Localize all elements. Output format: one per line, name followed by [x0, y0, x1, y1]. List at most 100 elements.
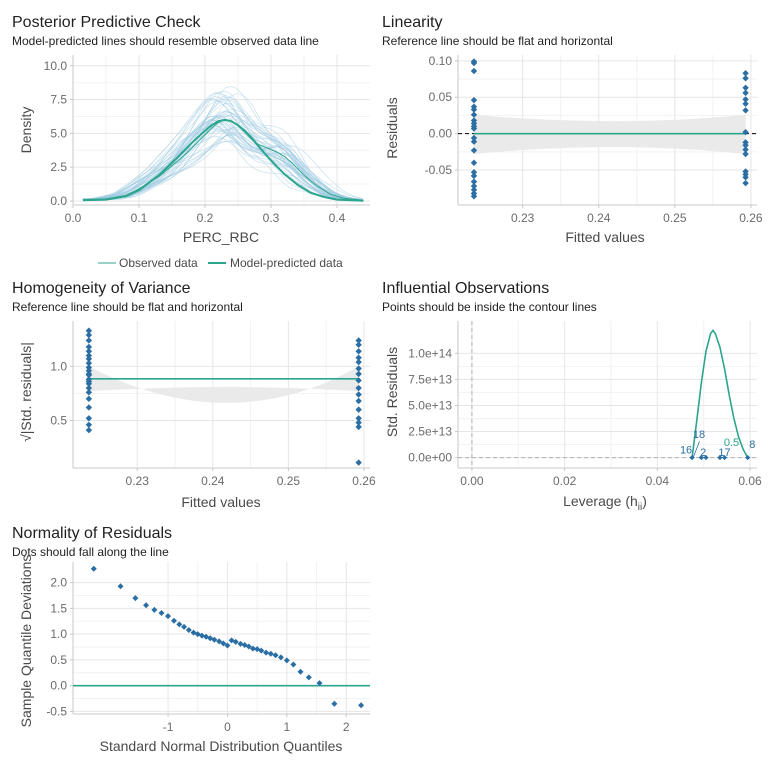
x-tick-label: 1	[283, 720, 290, 734]
point-label: 18	[693, 429, 705, 441]
panel-subtitle: Reference line should be flat and horizo…	[12, 300, 243, 314]
data-point	[305, 674, 312, 681]
y-tick-label: 10.0	[44, 59, 68, 73]
points	[689, 454, 751, 461]
data-point	[249, 645, 256, 652]
data-point	[470, 111, 478, 118]
x-tick-label: 0.3	[263, 211, 280, 225]
plot-area-ppc: 0.0 0.1 0.2 0.3 0.4 0.0 2.5 5.0 7.5 10.0	[44, 55, 370, 225]
data-point	[355, 348, 362, 355]
y-axis-label: Density	[18, 107, 34, 154]
panel-subtitle: Dots should fall along the line	[12, 545, 169, 559]
posterior-draw-line	[82, 98, 363, 201]
x-tick-label: 0.25	[663, 211, 687, 225]
data-point	[117, 583, 124, 590]
y-tick-label: 7.5	[50, 93, 67, 107]
data-point	[85, 426, 93, 434]
panel-influential-observations: Influential Observations Points should b…	[382, 280, 762, 513]
panel-normality: Normality of Residuals Dots should fall …	[12, 525, 370, 754]
data-point	[698, 454, 704, 461]
data-point	[742, 89, 749, 97]
y-tick-label: 0.5	[50, 413, 67, 427]
data-point	[170, 617, 177, 624]
posterior-draw-line	[82, 115, 363, 201]
data-point	[151, 606, 158, 613]
data-point	[85, 378, 93, 385]
x-tick-label: 0.23	[511, 211, 535, 225]
series-line-model-predicted	[82, 118, 364, 202]
data-point	[742, 100, 749, 107]
data-point	[331, 700, 338, 707]
panel-title: Posterior Predictive Check	[12, 14, 202, 31]
x-axis-label-main: Leverage (h	[563, 493, 638, 509]
posterior-draw-line	[82, 118, 363, 201]
data-point	[85, 343, 93, 351]
data-point	[224, 642, 231, 649]
posterior-draw-line	[82, 86, 363, 201]
data-point	[263, 649, 270, 656]
data-point	[277, 654, 284, 661]
x-axis-label: Standard Normal Distribution Quantiles	[100, 738, 343, 754]
data-point	[267, 650, 274, 657]
points	[90, 565, 365, 709]
y-tick-label: 7.5e+13	[408, 372, 452, 386]
data-point	[470, 106, 478, 113]
y-tick-label: 0.5	[50, 653, 67, 667]
data-point	[85, 370, 93, 378]
legend-label-observed: Observed data	[119, 256, 198, 270]
panel-title: Homogeneity of Variance	[12, 280, 191, 297]
data-point	[470, 125, 478, 132]
data-point	[470, 172, 478, 180]
posterior-draw-line	[82, 123, 363, 201]
confidence-ribbon	[88, 366, 359, 403]
point-label: 0.5	[724, 437, 739, 449]
data-point	[85, 355, 93, 363]
y-axis-label: Residuals	[384, 97, 400, 158]
data-point	[742, 179, 749, 187]
data-point	[470, 159, 478, 166]
data-point	[470, 147, 478, 154]
data-point	[742, 142, 749, 149]
x-axis-label: Leverage (hii)	[563, 493, 647, 513]
plot-area-influential: 0.00 0.02 0.04 0.06 0.0e+00 2.5e+13 5.0e+13 7.5…	[408, 321, 762, 488]
data-point	[232, 638, 239, 645]
data-point	[85, 327, 93, 334]
point-label: 16	[680, 444, 692, 456]
data-point	[470, 178, 478, 185]
y-axis-label: Std. Residuals	[384, 347, 400, 437]
data-point	[355, 406, 362, 413]
data-point	[742, 150, 749, 158]
data-point	[355, 415, 362, 422]
point-label: 8	[749, 439, 755, 451]
posterior-draw-line	[82, 119, 363, 201]
y-tick-label: 2.5	[50, 160, 67, 174]
y-tick-label: -0.5	[46, 704, 67, 718]
data-point	[297, 668, 304, 675]
panel-title: Influential Observations	[382, 280, 549, 297]
panel-subtitle: Model-predicted lines should resemble ob…	[12, 34, 319, 48]
data-point	[85, 415, 93, 422]
cooks-distance-contour	[691, 329, 749, 458]
data-point	[85, 352, 93, 359]
data-point	[143, 602, 150, 609]
data-point	[198, 632, 205, 639]
data-point	[355, 337, 362, 344]
x-tick-label: 0.1	[131, 211, 148, 225]
y-tick-label: 0.0	[50, 679, 67, 693]
x-tick-label: 0.00	[460, 474, 484, 488]
y-tick-label: 0.0	[50, 194, 67, 208]
y-tick-label: 1.0	[50, 359, 67, 373]
panel-subtitle: Points should be inside the contour line…	[382, 300, 597, 314]
y-tick-label: 5.0	[50, 126, 67, 140]
data-point	[165, 613, 172, 620]
data-point	[358, 702, 365, 709]
x-tick-label: 0.26	[352, 474, 376, 488]
data-point	[85, 348, 93, 355]
data-point	[470, 67, 478, 75]
data-point	[742, 146, 749, 153]
y-tick-label: 0.05	[429, 90, 453, 104]
data-point	[470, 193, 478, 200]
data-point	[85, 395, 93, 403]
y-tick-label: 1.0e+14	[408, 346, 452, 360]
